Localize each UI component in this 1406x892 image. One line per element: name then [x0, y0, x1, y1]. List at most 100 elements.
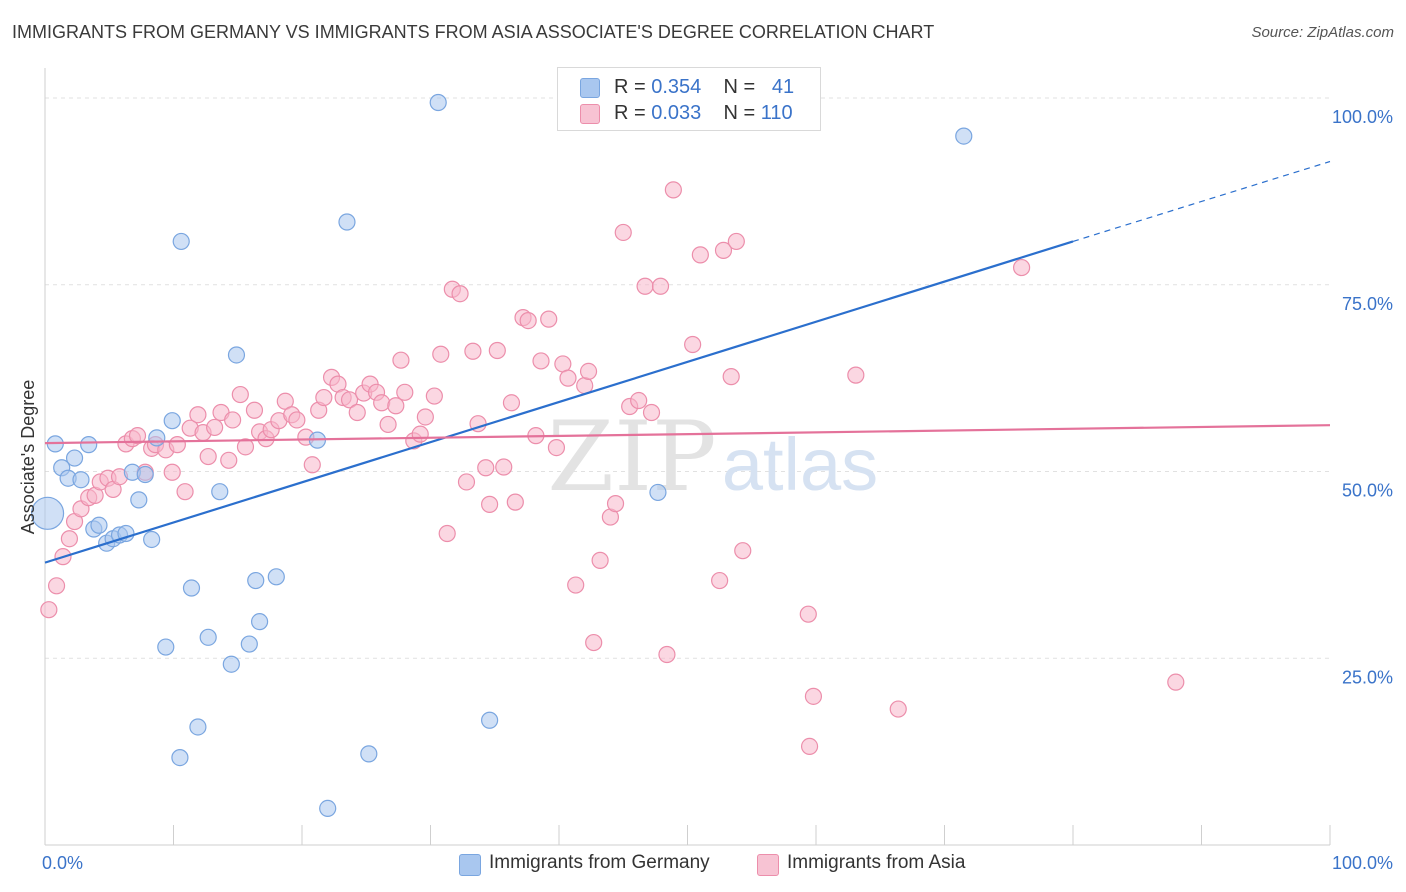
asia-point-61 [432, 345, 450, 363]
asia-point-101 [722, 368, 740, 386]
asia-point-81 [559, 369, 577, 387]
axes [44, 68, 1331, 846]
germany-point-14 [130, 491, 148, 509]
germany-point-30 [250, 613, 269, 631]
germany-point-31 [267, 568, 285, 586]
y-tick-label-2: 75.0% [1342, 294, 1393, 314]
asia-point-39 [288, 411, 306, 429]
asia-point-96 [664, 181, 682, 199]
germany-point-21 [172, 232, 190, 251]
asia-point-110 [1167, 673, 1185, 691]
asia-point-103 [734, 542, 752, 560]
asia-point-72 [502, 394, 521, 412]
grid-lines [45, 97, 1330, 659]
y-tick-label-1: 50.0% [1342, 481, 1393, 501]
asia-trend-line [44, 424, 1331, 445]
asia-point-64 [451, 285, 469, 303]
asia-point-84 [579, 362, 598, 381]
germany-point-0 [30, 496, 65, 530]
bottom-legend-swatch-asia [757, 854, 779, 876]
asia-point-30 [231, 385, 249, 404]
asia-point-77 [532, 352, 550, 370]
watermark-zip: ZIP [547, 401, 716, 513]
legend-r-label: R = [614, 76, 652, 98]
chart-source: Source: ZipAtlas.com [1251, 24, 1394, 41]
asia-point-14 [128, 427, 147, 445]
bottom-legend-label-asia: Immigrants from Asia [787, 852, 966, 873]
asia-point-1 [47, 577, 66, 595]
bottom-legend-swatch-germany [459, 854, 481, 876]
asia-point-48 [348, 403, 366, 422]
y-axis-label: Associate's Degree [18, 380, 38, 535]
asia-point-70 [488, 341, 506, 360]
germany-point-26 [222, 655, 240, 673]
asia-point-20 [168, 436, 186, 454]
asia-point-53 [379, 415, 397, 434]
germany-point-23 [189, 718, 207, 736]
germany-point-29 [247, 571, 265, 590]
asia-point-107 [847, 366, 865, 384]
asia-point-56 [396, 383, 414, 401]
germany-point-34 [338, 213, 356, 231]
germany-point-17 [148, 429, 166, 447]
germany-point-16 [143, 530, 161, 549]
asia-point-43 [315, 388, 333, 407]
legend-n-label: N = [723, 76, 761, 98]
asia-point-58 [411, 425, 429, 443]
y-tick-label-0: 25.0% [1342, 667, 1393, 687]
x-tick-labels: 0.0% 100.0% [42, 853, 1393, 873]
y-tick-label-3: 100.0% [1332, 107, 1393, 127]
asia-point-102 [727, 232, 745, 251]
germany-point-25 [211, 483, 229, 501]
germany-point-15 [136, 465, 154, 484]
asia-point-98 [691, 246, 709, 264]
asia-point-21 [176, 483, 194, 501]
asia-point-91 [630, 391, 648, 410]
asia-point-28 [220, 451, 238, 469]
germany-point-8 [90, 516, 108, 534]
germany-point-18 [157, 638, 175, 656]
asia-point-75 [519, 312, 537, 330]
asia-point-31 [236, 438, 255, 456]
asia-point-47 [340, 391, 359, 409]
legend-r-label: R = [614, 102, 652, 124]
asia-point-80 [554, 355, 572, 373]
legend-n-value-germany: 41 [771, 76, 795, 98]
asia-point-109 [1012, 258, 1031, 277]
asia-point-62 [438, 524, 456, 543]
asia-point-25 [199, 447, 217, 466]
legend: R = 0.354 N = 41 R = 0.033 N = 110 [557, 67, 821, 131]
asia-point-41 [303, 456, 321, 474]
asia-point-85 [585, 633, 603, 652]
germany-point-38 [649, 483, 667, 502]
legend-swatch-germany [580, 78, 600, 98]
asia-point-89 [614, 223, 632, 242]
asia-point-23 [189, 406, 207, 424]
asia-point-105 [800, 737, 819, 755]
asia-point-95 [658, 645, 676, 664]
asia-point-73 [506, 493, 524, 511]
legend-r-value-asia: 0.033 [651, 102, 702, 124]
x-tick-label-1: 100.0% [1332, 853, 1393, 873]
asia-point-29 [224, 411, 242, 429]
trend-lines [44, 160, 1331, 564]
asia-point-65 [457, 473, 476, 491]
legend-swatch-asia [580, 104, 600, 124]
germany-point-35 [360, 745, 378, 763]
germany-point-5 [72, 471, 90, 489]
y-tick-labels: 25.0% 50.0% 75.0% 100.0% [1332, 107, 1393, 687]
watermark: ZIP atlas [547, 401, 878, 513]
asia-point-88 [606, 495, 625, 513]
asia-point-79 [547, 438, 566, 457]
germany-point-19 [163, 412, 181, 430]
asia-point-92 [636, 277, 654, 295]
asia-point-82 [567, 576, 585, 594]
asia-point-19 [163, 463, 181, 481]
germany-trend-line [44, 240, 1074, 564]
asia-point-99 [711, 571, 729, 590]
germany-point-36 [429, 93, 447, 112]
asia-point-68 [477, 459, 495, 477]
x-tick-label-0: 0.0% [42, 853, 83, 873]
asia-point-93 [642, 403, 661, 422]
asia-point-94 [651, 277, 670, 295]
